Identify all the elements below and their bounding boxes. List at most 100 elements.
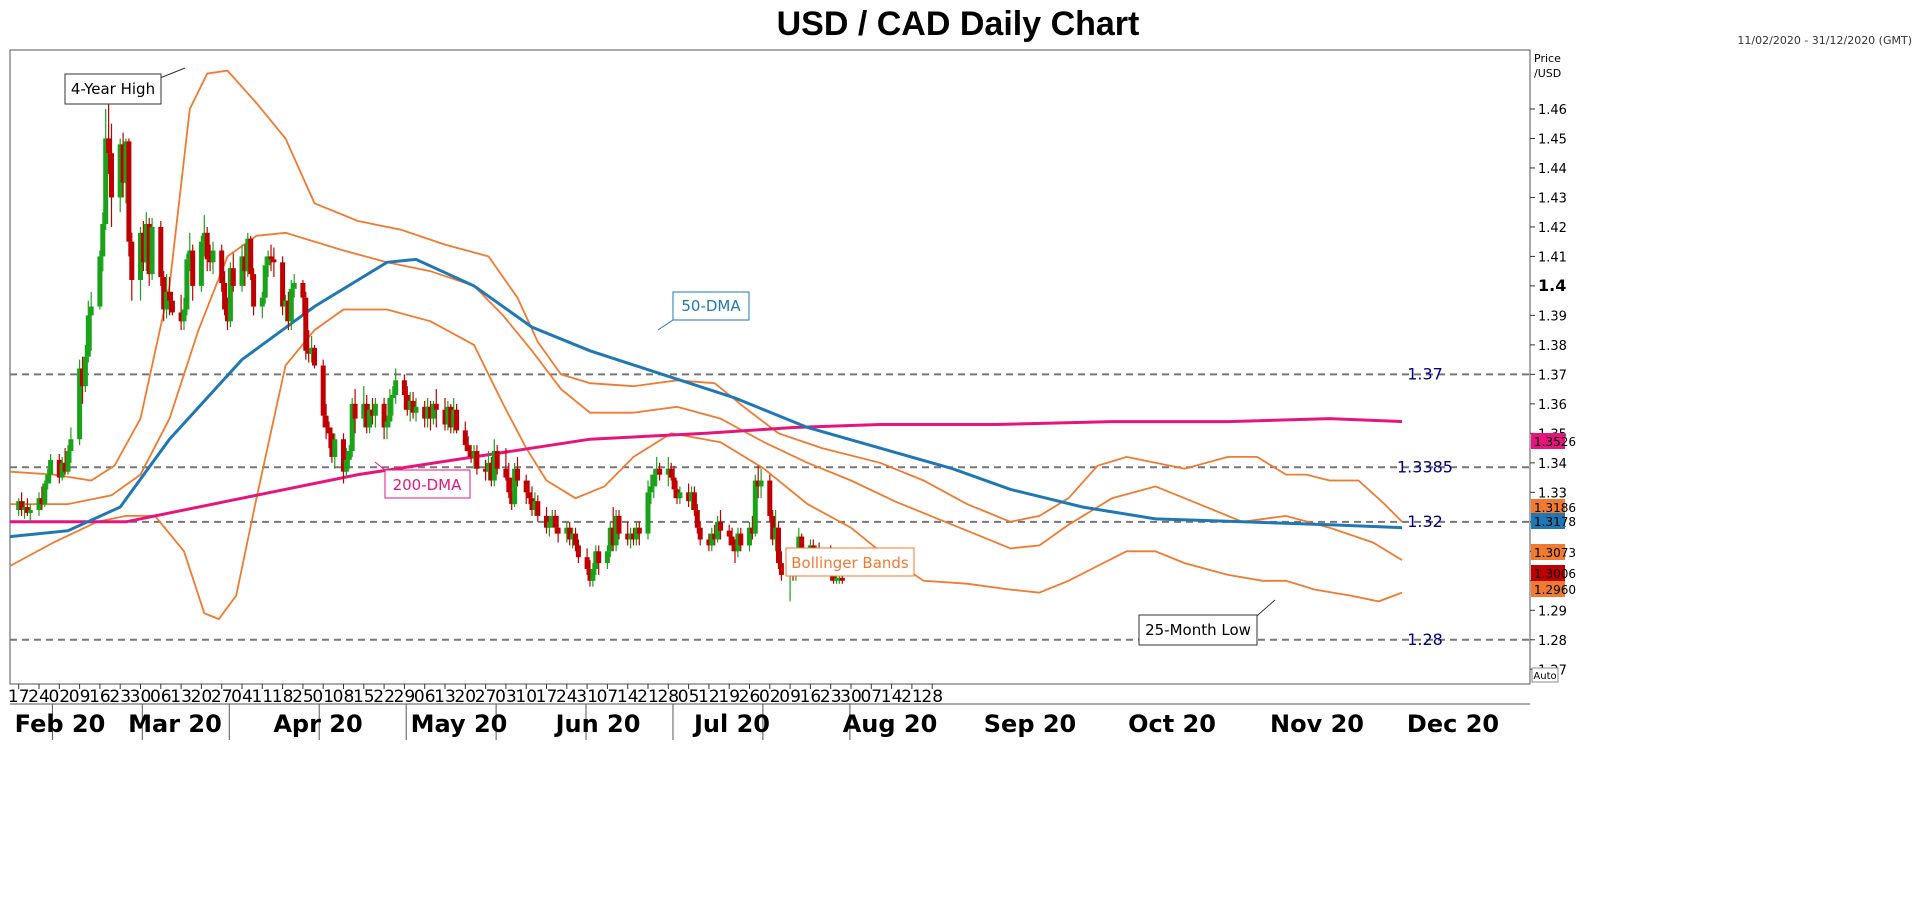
auto-label: Auto (1533, 671, 1556, 682)
candle-body (549, 515, 555, 522)
candle-body (80, 368, 85, 387)
x-tick-label: 12 (698, 687, 720, 707)
month-label: Apr 20 (273, 710, 362, 738)
x-tick-label: 03 (495, 687, 517, 707)
candle-body (77, 368, 83, 440)
candle-body (834, 577, 839, 581)
candle-body (471, 451, 477, 457)
y-tick-label: 1.44 (1538, 162, 1567, 177)
annotation-4-year-high: 4-Year High (71, 80, 155, 98)
month-label: Jun 20 (554, 710, 641, 738)
candle-body (259, 297, 265, 307)
candle-body (288, 288, 294, 322)
x-tick-label: 07 (597, 687, 619, 707)
x-tick-label: 09 (69, 687, 91, 707)
candle-body (120, 144, 126, 183)
month-label: Mar 20 (128, 710, 222, 738)
candle-body (280, 262, 286, 307)
candle-body (506, 477, 512, 493)
candle-body (349, 403, 355, 452)
candle-body (201, 232, 207, 242)
leader-line (159, 67, 186, 79)
x-tick-label: 06 (414, 687, 436, 707)
candle-body (433, 403, 439, 410)
bollinger-middle-band (10, 231, 1403, 561)
price-tag-label: 1.3526 (1534, 435, 1576, 449)
candle-body (567, 527, 573, 540)
candle-body (799, 536, 805, 552)
candle-body (100, 223, 106, 257)
candle-body (181, 309, 187, 322)
candle-body (512, 468, 518, 505)
reference-label: 1.28 (1407, 630, 1443, 649)
candle-body (164, 291, 170, 310)
candle-body (103, 138, 109, 224)
annotation-box (672, 291, 750, 321)
candle-body (210, 250, 216, 263)
candle-body (22, 507, 27, 511)
candle-body (251, 274, 257, 307)
candle-body (648, 486, 654, 493)
candle-body (486, 462, 491, 472)
candle-body (143, 223, 149, 263)
price-tag-label: 1.3073 (1534, 546, 1576, 560)
dma50-line (9, 257, 1403, 539)
candle-body (227, 268, 233, 322)
candle-body (39, 498, 45, 505)
month-label: Aug 20 (843, 710, 938, 738)
candle-body (526, 492, 532, 499)
indicator-lines (9, 69, 1403, 621)
candle-body (146, 223, 152, 275)
candle-body (184, 259, 190, 310)
candle-body (573, 533, 578, 546)
candle-body (24, 507, 30, 513)
candle-body (109, 153, 114, 198)
candle-body (555, 527, 561, 534)
candle-body (190, 250, 196, 286)
candle-body (88, 306, 94, 316)
price-tag (1531, 581, 1565, 597)
candle-body (285, 300, 291, 322)
candle-body (729, 536, 735, 546)
candle-body (616, 515, 622, 534)
candle-body (390, 395, 396, 398)
month-label: Oct 20 (1128, 710, 1216, 738)
candle-body (836, 577, 842, 580)
candle-body (503, 468, 509, 478)
x-tick-label: 06 (150, 687, 172, 707)
candle-body (604, 551, 610, 564)
candle-body (767, 480, 773, 516)
candle-body (62, 462, 68, 472)
candle-body (82, 356, 88, 387)
candle-body (636, 527, 642, 534)
plot-frame (9, 49, 1531, 685)
x-tick-label: 19 (718, 687, 740, 707)
month-label: Sep 20 (984, 710, 1077, 738)
candle-body (341, 439, 346, 472)
x-tick-label: 10 (515, 687, 537, 707)
candle-body (97, 256, 103, 307)
candle-body (796, 536, 802, 558)
candle-body (283, 300, 288, 307)
y-tick-label: 1.38 (1538, 339, 1567, 354)
candle-body (584, 557, 590, 569)
candle-body (770, 515, 776, 540)
candle-body (448, 406, 454, 428)
candle-body (596, 551, 602, 564)
x-tick-label: 11 (251, 687, 273, 707)
candle-body (126, 141, 132, 242)
candle-body (454, 409, 460, 431)
candle-body (59, 462, 65, 478)
x-tick-label: 15 (353, 687, 375, 707)
x-tick-label: 21 (901, 687, 923, 707)
candle-body (544, 515, 549, 528)
x-tick-label: 14 (617, 687, 639, 707)
candle-body (726, 530, 732, 537)
candle-body (329, 433, 335, 457)
candle-body (665, 468, 671, 475)
annotation-box (64, 73, 162, 105)
candle-body (248, 238, 254, 275)
candle-body (491, 451, 497, 481)
candle-body (752, 480, 758, 534)
x-tick-label: 16 (800, 687, 822, 707)
